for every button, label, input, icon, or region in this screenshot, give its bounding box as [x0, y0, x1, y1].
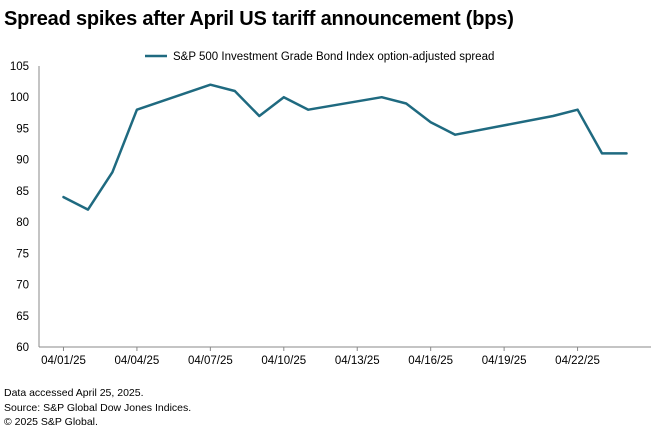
- y-tick-label: 60: [16, 342, 29, 354]
- y-tick-label: 90: [16, 155, 29, 167]
- legend: S&P 500 Investment Grade Bond Index opti…: [145, 51, 494, 63]
- series-line: [62, 83, 628, 211]
- x-tick-label: 04/16/25: [408, 355, 453, 367]
- footer-source: Source: S&P Global Dow Jones Indices.: [4, 401, 192, 414]
- y-tick-label: 105: [10, 61, 29, 73]
- y-tick-label: 65: [16, 311, 29, 323]
- chart-title: Spread spikes after April US tariff anno…: [4, 8, 514, 30]
- y-axis-ticks: 60 65 70 75 80 85 90 95 100 105: [10, 61, 29, 354]
- y-tick-label: 95: [16, 123, 29, 135]
- x-tick-label: 04/19/25: [482, 355, 527, 367]
- footer-copyright: © 2025 S&P Global.: [4, 416, 98, 428]
- x-tick-label: 04/22/25: [555, 355, 600, 367]
- x-tick-label: 04/10/25: [261, 355, 306, 367]
- x-tick-label: 04/01/25: [41, 355, 86, 367]
- y-tick-label: 100: [10, 92, 29, 104]
- x-tick-label: 04/04/25: [115, 355, 160, 367]
- footer-data-note: Data accessed April 25, 2025.: [4, 387, 144, 399]
- x-tick-label: 04/13/25: [335, 355, 380, 367]
- y-tick-label: 80: [16, 217, 29, 229]
- x-axis-ticks: 04/01/25 04/04/25 04/07/25 04/10/25 04/13/25…: [41, 347, 600, 367]
- legend-label: S&P 500 Investment Grade Bond Index opti…: [173, 51, 494, 63]
- y-tick-label: 70: [16, 280, 29, 292]
- series-layer: [62, 83, 628, 211]
- y-tick-label: 85: [16, 186, 29, 198]
- y-tick-label: 75: [16, 248, 29, 260]
- chart-footer: Data accessed April 25, 2025. Source: S&…: [4, 386, 191, 430]
- x-tick-label: 04/07/25: [188, 355, 233, 367]
